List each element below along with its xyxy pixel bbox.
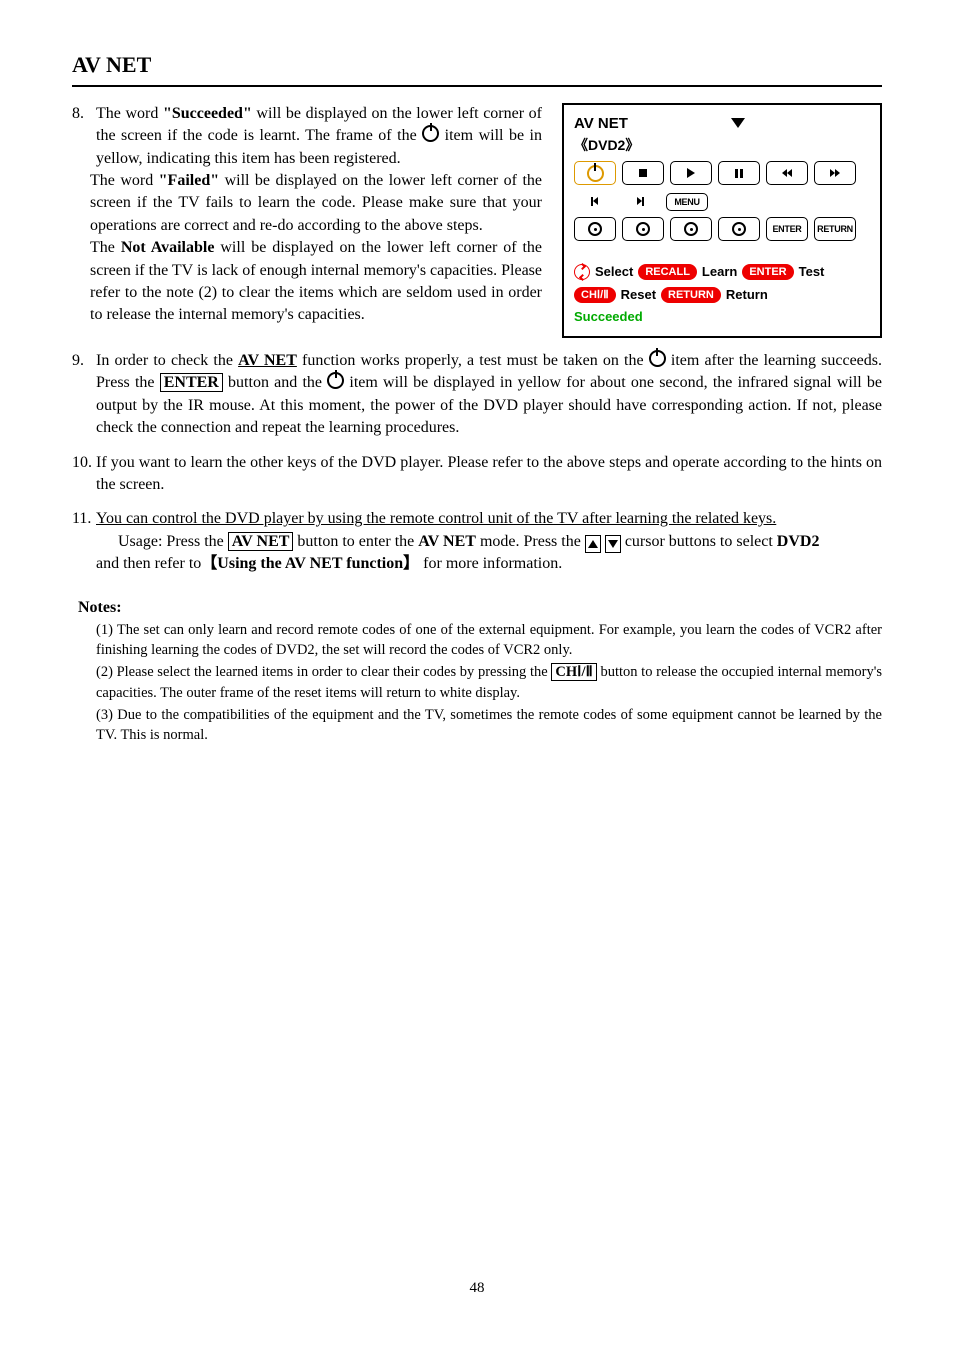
pause-button xyxy=(718,161,760,185)
stop-button xyxy=(622,161,664,185)
legend-return-text: Return xyxy=(726,286,768,304)
return-pill: RETURN xyxy=(661,287,721,303)
diagram-subtitle: 《DVD2》 xyxy=(574,136,870,156)
paragraph-10: 10. If you want to learn the other keys … xyxy=(72,452,882,497)
not-available-word: Not Available xyxy=(121,239,215,256)
using-avnet: Using the AV NET function xyxy=(217,555,403,572)
diagram-title: AV NET xyxy=(574,113,628,134)
paragraph-11: 11. You can control the DVD player by us… xyxy=(72,508,882,575)
para9-num: 9. xyxy=(72,350,94,440)
failed-word: "Failed" xyxy=(159,172,219,189)
para10-num: 10. xyxy=(72,452,94,497)
enter-pill: ENTER xyxy=(742,264,793,280)
paragraph-8-row: 8. The word "Succeeded" will be displaye… xyxy=(72,103,882,338)
section-title: AV NET xyxy=(72,50,882,87)
avnet-key: AV NET xyxy=(228,532,294,551)
recall-pill: RECALL xyxy=(638,264,697,280)
text: The word xyxy=(90,172,159,189)
power-button xyxy=(574,161,616,185)
succeeded-word: "Succeeded" xyxy=(163,105,252,122)
menu-button: MENU xyxy=(666,193,708,211)
avnet-bold: AV NET xyxy=(418,533,476,550)
diagram-button-row-1b: MENU xyxy=(574,193,870,211)
enter-button: ENTER xyxy=(766,217,808,241)
avnet-underline: AV NET xyxy=(238,352,297,369)
para11-num: 11. xyxy=(72,508,94,575)
rec-button-1 xyxy=(574,217,616,241)
rewind-button xyxy=(766,161,808,185)
notes-title: Notes: xyxy=(78,597,882,619)
return-button: RETURN xyxy=(814,217,856,241)
legend-learn: Learn xyxy=(702,263,737,281)
legend-line-1: Select RECALL Learn ENTER Test xyxy=(574,263,870,281)
note-2: (2) Please select the learned items in o… xyxy=(96,662,882,703)
text: The word xyxy=(96,105,163,122)
av-net-diagram: AV NET 《DVD2》 MENU xyxy=(562,103,882,338)
para8-num: 8. xyxy=(72,103,94,170)
text: and then refer to xyxy=(96,555,201,572)
paragraph-8-text: 8. The word "Succeeded" will be displaye… xyxy=(72,103,542,338)
nav-circle-icon xyxy=(574,264,590,280)
text: button and the xyxy=(223,374,327,391)
diagram-button-row-2: ENTER RETURN xyxy=(574,217,870,241)
forward-button xyxy=(814,161,856,185)
succeeded-text: Succeeded xyxy=(574,308,870,326)
text: button to enter the xyxy=(293,533,418,550)
note-1: (1) The set can only learn and record re… xyxy=(96,620,882,661)
triangle-down-icon xyxy=(731,118,745,128)
rec-button-2 xyxy=(622,217,664,241)
legend-test: Test xyxy=(799,263,825,281)
text: mode. Press the xyxy=(476,533,585,550)
power-icon xyxy=(422,125,439,142)
power-icon xyxy=(327,372,344,389)
para11-line1: You can control the DVD player by using … xyxy=(96,508,819,530)
text: for more information. xyxy=(419,555,562,572)
text: In order to check the xyxy=(96,352,238,369)
skip-back-button xyxy=(574,193,614,209)
down-key xyxy=(605,535,621,553)
enter-key: ENTER xyxy=(160,373,223,392)
rec-button-4 xyxy=(718,217,760,241)
ch-pill: CHⅠ/Ⅱ xyxy=(574,287,616,303)
diagram-button-row-1 xyxy=(574,161,870,185)
paragraph-9: 9. In order to check the AV NET function… xyxy=(72,350,882,440)
para10-text: If you want to learn the other keys of t… xyxy=(96,452,882,497)
legend-line-2: CHⅠ/Ⅱ Reset RETURN Return xyxy=(574,286,870,304)
page-number: 48 xyxy=(0,1278,954,1299)
ch-key: CHⅠ/Ⅱ xyxy=(551,663,596,681)
notes-section: Notes: (1) The set can only learn and re… xyxy=(72,597,882,745)
text: function works properly, a test must be … xyxy=(297,352,649,369)
text: Usage: Press the xyxy=(118,533,228,550)
text: The xyxy=(90,239,121,256)
dvd2-bold: DVD2 xyxy=(777,533,820,550)
play-button xyxy=(670,161,712,185)
diagram-container: AV NET 《DVD2》 MENU xyxy=(562,103,882,338)
rec-button-3 xyxy=(670,217,712,241)
power-icon xyxy=(649,350,666,367)
legend-reset: Reset xyxy=(621,286,656,304)
text: (2) Please select the learned items in o… xyxy=(96,664,551,680)
legend-select: Select xyxy=(595,263,633,281)
skip-fwd-button xyxy=(620,193,660,209)
note-3: (3) Due to the compatibilities of the eq… xyxy=(96,705,882,746)
up-key xyxy=(585,535,601,553)
text: cursor buttons to select xyxy=(621,533,777,550)
